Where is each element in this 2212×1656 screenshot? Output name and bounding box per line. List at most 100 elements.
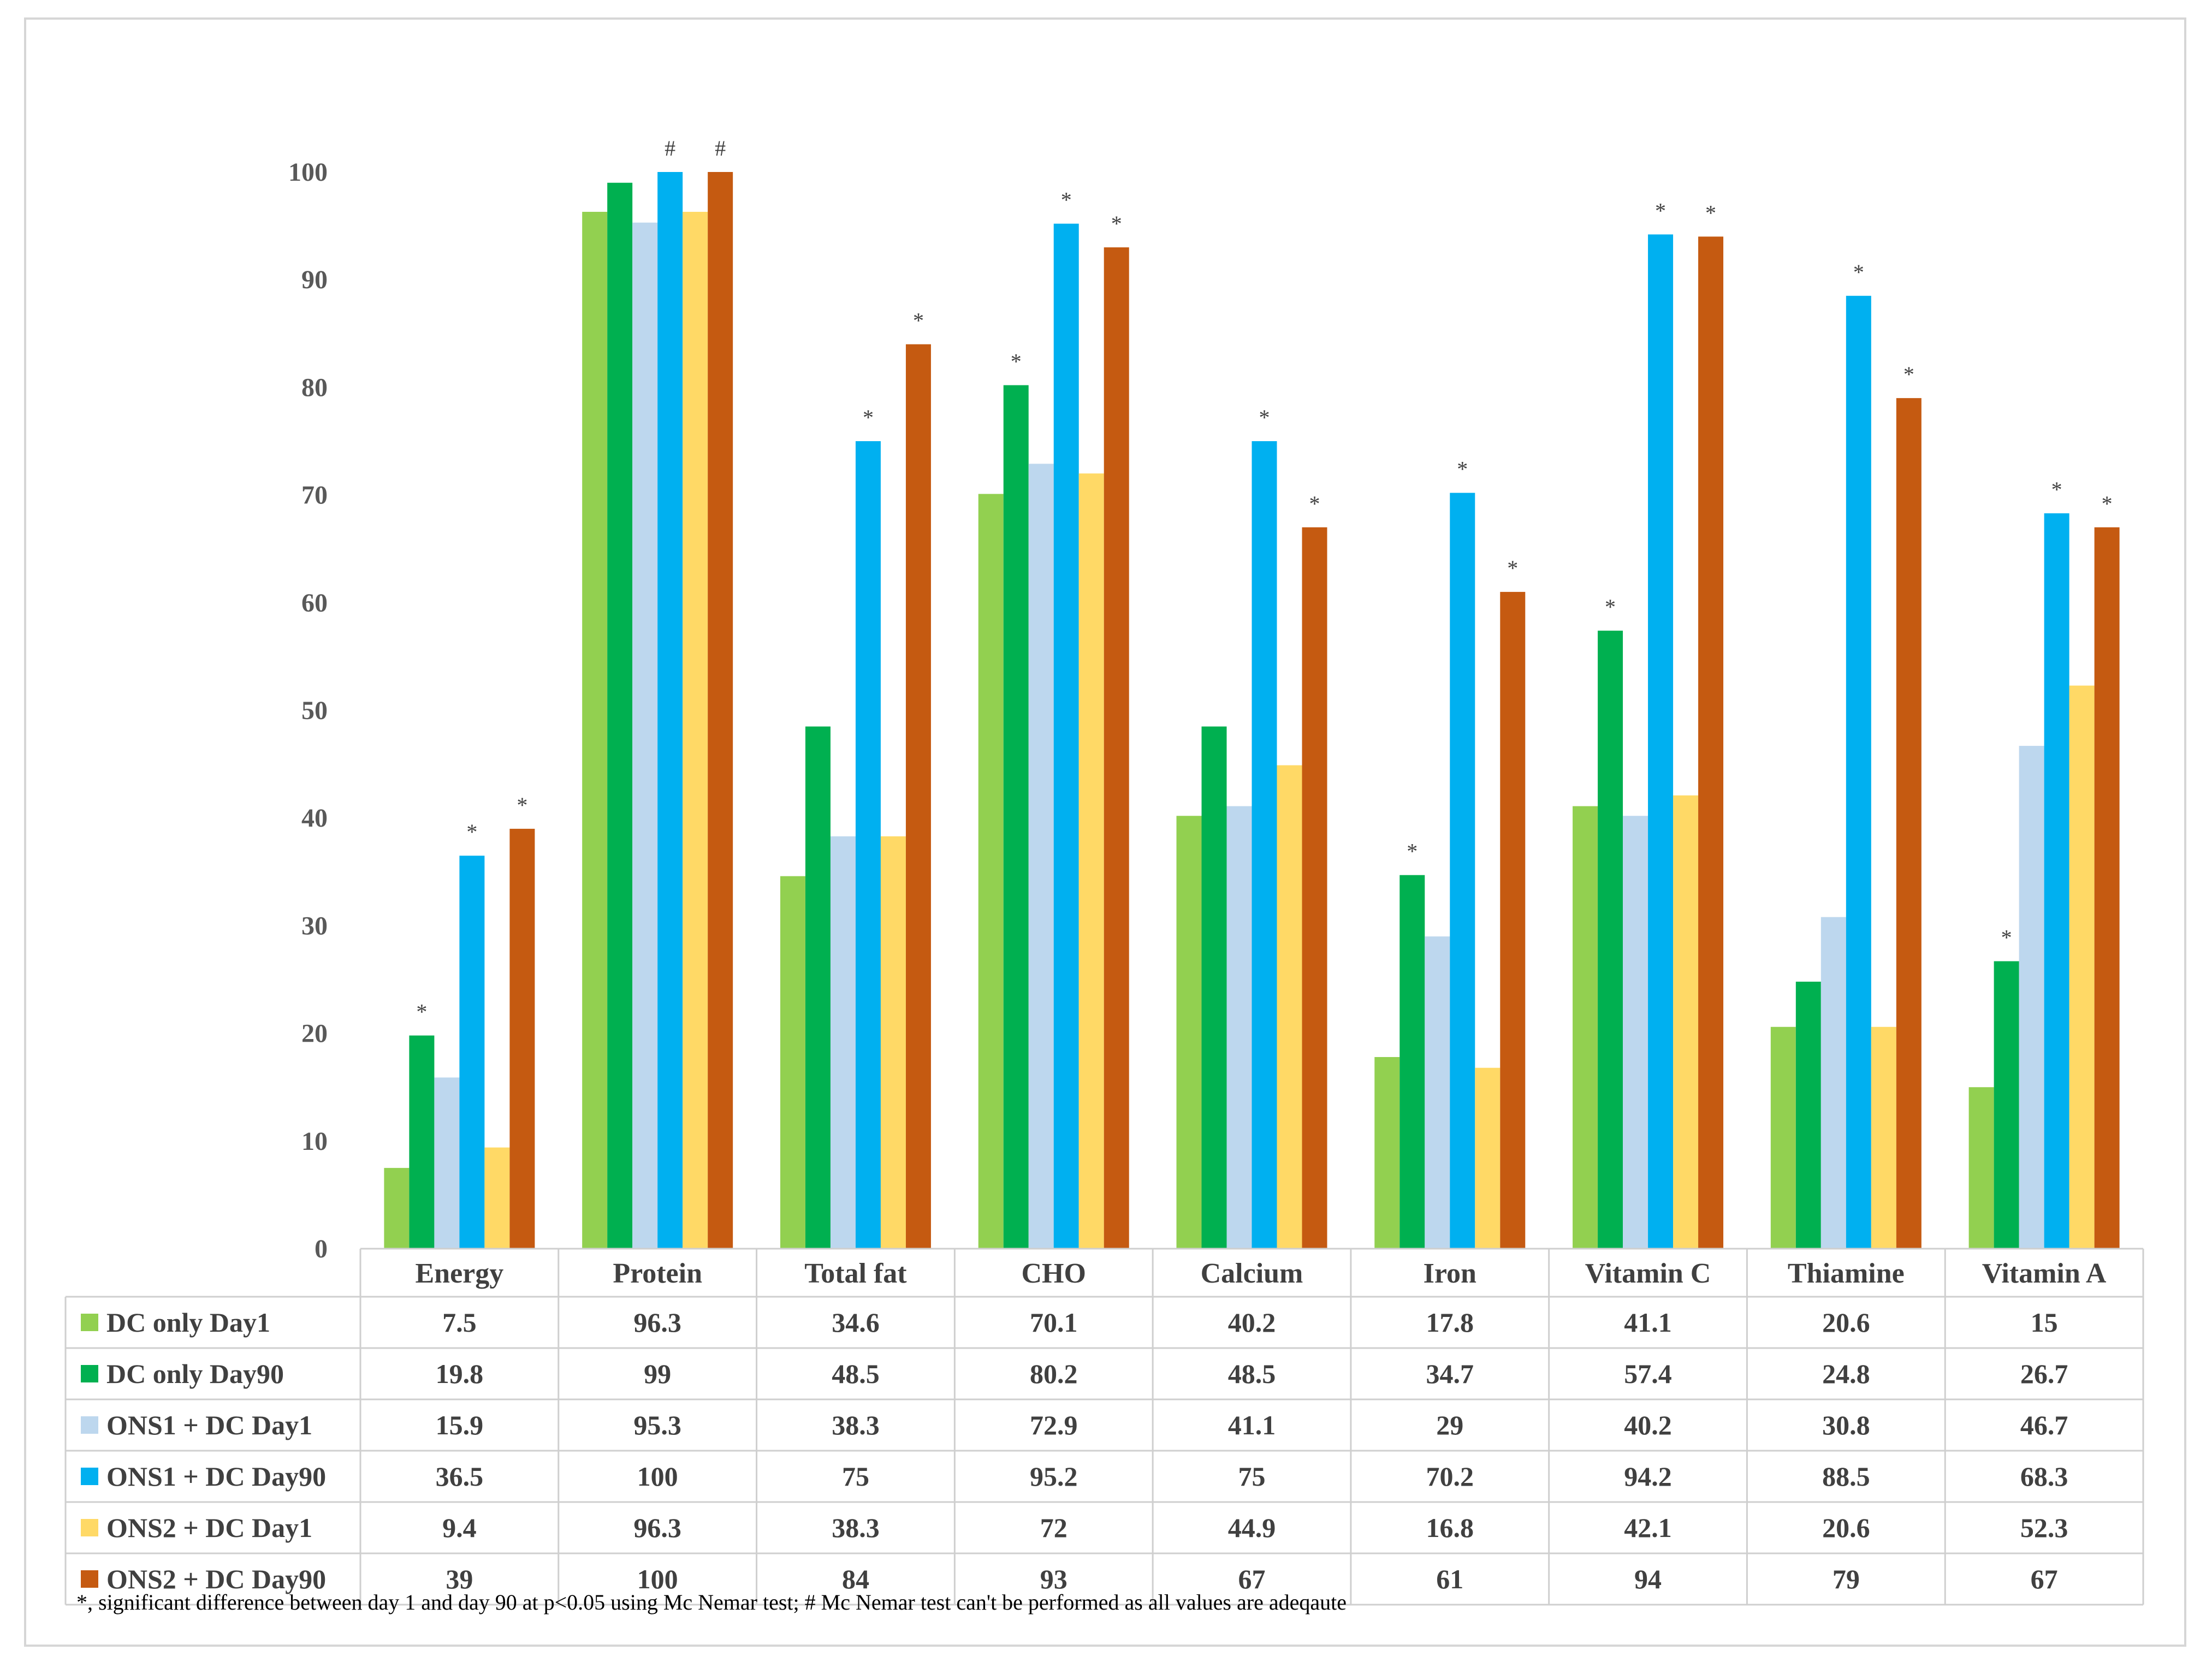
significance-mark: * [1853, 260, 1864, 284]
significance-mark: * [1309, 491, 1320, 516]
table-cell: 16.8 [1426, 1512, 1474, 1543]
category-label-protein: Protein [613, 1258, 702, 1289]
y-tick-label: 90 [301, 265, 328, 294]
table-cell: 15.9 [436, 1410, 484, 1440]
bar-ons2-dc-day90-energy [509, 828, 535, 1249]
category-label-energy: Energy [416, 1258, 504, 1289]
y-tick-label: 60 [301, 589, 328, 618]
bar-dc-only-day90-vitamin-a [1994, 961, 2019, 1249]
bar-dc-only-day1-vitamin-c [1573, 806, 1598, 1249]
table-cell: 95.3 [633, 1410, 681, 1440]
legend-label-ons2-dc-day90: ONS2 + DC Day90 [106, 1564, 326, 1594]
bar-ons1-dc-day1-protein [632, 222, 658, 1249]
table-cell: 48.5 [832, 1358, 880, 1389]
table-cell: 19.8 [436, 1358, 484, 1389]
legend-key-ons2-dc-day90 [81, 1570, 98, 1588]
bar-ons1-dc-day1-vitamin-a [2019, 746, 2044, 1249]
bar-ons2-dc-day90-total-fat [905, 344, 931, 1249]
significance-mark: * [1259, 405, 1270, 430]
legend-key-ons1-dc-day1 [81, 1416, 98, 1434]
bar-dc-only-day90-protein [607, 182, 633, 1249]
bar-ons1-dc-day1-calcium [1226, 806, 1252, 1249]
significance-mark: * [517, 793, 527, 817]
bar-ons2-dc-day1-energy [484, 1147, 510, 1249]
bar-ons1-dc-day90-cho [1053, 223, 1079, 1249]
bar-dc-only-day90-energy [409, 1035, 435, 1249]
significance-marks: * * * * * * # * * * * * * * * # * * * * * * * [416, 136, 2112, 1024]
table-cell: 88.5 [1822, 1461, 1870, 1492]
category-label-calcium: Calcium [1201, 1258, 1303, 1289]
bar-ons1-dc-day1-vitamin-c [1623, 816, 1648, 1249]
bar-dc-only-day1-total-fat [780, 876, 805, 1249]
table-cell: 72 [1040, 1512, 1068, 1543]
bar-ons1-dc-day90-iron [1450, 492, 1475, 1249]
significance-mark: * [1061, 188, 1072, 212]
table-cell: 72.9 [1030, 1410, 1078, 1440]
significance-mark: # [715, 136, 726, 161]
table-cell: 42.1 [1624, 1512, 1672, 1543]
table-cell: 17.8 [1426, 1307, 1474, 1338]
bar-ons2-dc-day90-cho [1104, 247, 1129, 1249]
significance-mark: * [1011, 349, 1022, 373]
table-cell: 52.3 [2020, 1512, 2068, 1543]
bar-dc-only-day1-calcium [1176, 816, 1202, 1249]
significance-mark: * [2001, 925, 2012, 949]
significance-mark: * [2102, 491, 2113, 516]
bar-ons2-dc-day90-vitamin-c [1698, 236, 1724, 1249]
footnote: *, significant difference between day 1 … [76, 1590, 1347, 1615]
bar-dc-only-day90-calcium [1201, 726, 1227, 1249]
table-cell: 40.2 [1624, 1410, 1672, 1440]
table-cell: 99 [644, 1358, 671, 1389]
bar-ons1-dc-day90-thiamine [1846, 295, 1871, 1249]
bar-dc-only-day1-protein [582, 211, 608, 1249]
table-cell: 20.6 [1822, 1512, 1870, 1543]
legend-key-ons2-dc-day1 [81, 1519, 98, 1536]
legend-key-ons1-dc-day90 [81, 1468, 98, 1485]
bar-ons2-dc-day90-vitamin-a [2094, 527, 2120, 1249]
table-cell: 94.2 [1624, 1461, 1672, 1492]
bar-dc-only-day90-vitamin-c [1598, 631, 1623, 1249]
table-cell: 75 [842, 1461, 869, 1492]
table-cell: 41.1 [1228, 1410, 1276, 1440]
y-tick-label: 40 [301, 804, 328, 833]
significance-mark: * [863, 405, 874, 430]
table-cell: 67 [1238, 1564, 1266, 1594]
legend-label-ons1-dc-day1: ONS1 + DC Day1 [106, 1410, 312, 1440]
table-cell: 40.2 [1228, 1307, 1276, 1338]
table-cell: 44.9 [1228, 1512, 1276, 1543]
bar-ons2-dc-day1-thiamine [1871, 1026, 1896, 1249]
category-label-cho: CHO [1021, 1258, 1086, 1289]
table-cell: 26.7 [2020, 1358, 2068, 1389]
y-tick-label: 30 [301, 911, 328, 940]
y-tick-label: 80 [301, 373, 328, 402]
table-cell: 70.1 [1030, 1307, 1078, 1338]
y-tick-label: 0 [315, 1234, 328, 1263]
table-cell: 24.8 [1822, 1358, 1870, 1389]
bar-ons2-dc-day90-protein [708, 172, 733, 1249]
significance-mark: * [1903, 362, 1914, 387]
table-cell: 41.1 [1624, 1307, 1672, 1338]
legend-key-dc-only-day90 [81, 1365, 98, 1382]
significance-mark: * [1655, 198, 1666, 223]
y-tick-label: 50 [301, 696, 328, 725]
bar-ons1-dc-day1-cho [1028, 464, 1054, 1249]
bar-ons2-dc-day1-vitamin-c [1673, 795, 1699, 1249]
bars [384, 172, 2120, 1249]
bar-dc-only-day1-vitamin-a [1968, 1087, 1994, 1249]
significance-mark: * [1507, 556, 1518, 580]
significance-mark: * [1111, 211, 1122, 236]
legend-label-ons2-dc-day1: ONS2 + DC Day1 [106, 1512, 312, 1543]
significance-mark: * [1705, 200, 1716, 225]
table-cell: 68.3 [2020, 1461, 2068, 1492]
table-cell: 100 [637, 1564, 678, 1594]
table-cell: 84 [842, 1564, 869, 1594]
bar-ons1-dc-day90-vitamin-c [1648, 234, 1674, 1249]
table-cell: 95.2 [1030, 1461, 1078, 1492]
category-label-iron: Iron [1424, 1258, 1476, 1289]
table-cell: 48.5 [1228, 1358, 1276, 1389]
significance-mark: * [1457, 457, 1468, 482]
bar-dc-only-day90-iron [1399, 875, 1425, 1249]
bar-ons1-dc-day1-thiamine [1820, 917, 1846, 1249]
table-cell: 29 [1436, 1410, 1463, 1440]
